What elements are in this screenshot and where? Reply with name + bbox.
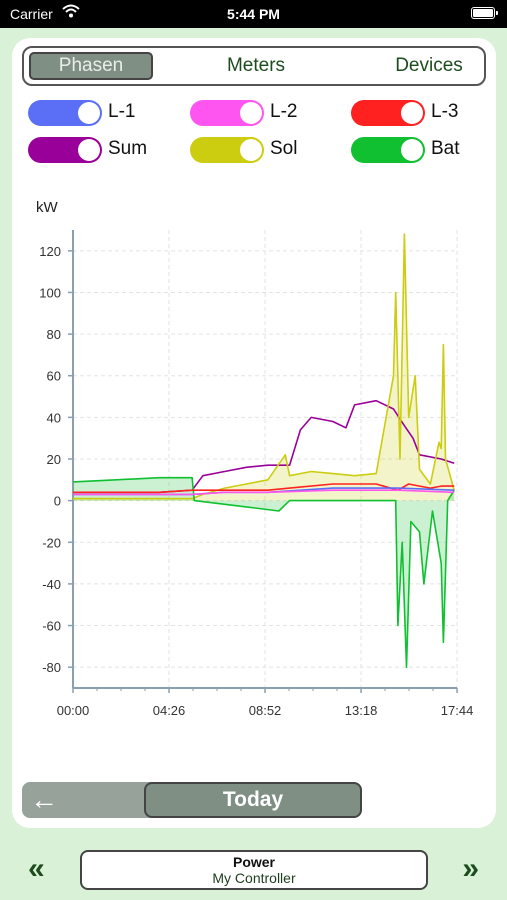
series-line-sol: [73, 233, 455, 500]
series-line-sum: [73, 399, 455, 494]
y-unit-label: kW: [36, 199, 59, 216]
x-tick-label: 13:18: [345, 703, 378, 718]
x-tick-label: 17:44: [441, 703, 474, 718]
toggle-label-sol: Sol: [270, 138, 298, 159]
previous-day-button[interactable]: ←: [22, 782, 152, 818]
main-card: [12, 38, 496, 828]
series-line-l-3: [73, 483, 455, 494]
toggle-knob: [78, 102, 100, 124]
today-button[interactable]: Today: [144, 782, 362, 818]
y-tick-label: 120: [39, 244, 61, 259]
status-bar: Carrier 5:44 PM: [0, 0, 507, 28]
y-tick-label: 100: [39, 285, 61, 300]
y-tick-label: -80: [42, 660, 61, 675]
tab-devices[interactable]: Devices: [395, 55, 463, 76]
battery-icon: [471, 7, 498, 19]
x-tick-label: 08:52: [249, 703, 282, 718]
toggle-label-l2: L-2: [270, 101, 298, 122]
toggle-switch-sum[interactable]: [28, 137, 102, 163]
toggle-label-sum: Sum: [108, 138, 148, 159]
tab-meters[interactable]: Meters: [226, 55, 286, 76]
y-tick-label: 40: [47, 410, 61, 425]
controller-selector[interactable]: Power My Controller: [80, 850, 428, 890]
previous-controller-icon[interactable]: «: [28, 852, 45, 885]
y-tick-label: -40: [42, 577, 61, 592]
power-chart[interactable]: kW 120 100 80 60 40 20 0 -20 -40 -60 -80 00:00 04:26 0…: [0, 190, 507, 730]
tab-phasen[interactable]: Phasen: [29, 52, 153, 80]
series-area-bat: [73, 477, 455, 668]
series-line-bat: [72, 476, 455, 669]
toggle-knob: [401, 139, 423, 161]
toggle-switch-l1[interactable]: [28, 100, 102, 126]
y-tick-label: -60: [42, 619, 61, 634]
next-controller-icon[interactable]: »: [462, 852, 479, 885]
controller-name: My Controller: [212, 870, 296, 886]
series-line-l-2: [73, 489, 455, 496]
y-tick-label: 60: [47, 369, 61, 384]
x-tick-label: 00:00: [57, 703, 90, 718]
date-navigation: ← Today: [22, 782, 364, 818]
toggle-switch-sol[interactable]: [190, 137, 264, 163]
y-tick-label: 0: [54, 494, 61, 509]
carrier-name: Carrier: [10, 6, 53, 22]
toggle-label-l1: L-1: [108, 101, 136, 122]
toggle-switch-bat[interactable]: [351, 137, 425, 163]
toggle-label-bat: Bat: [431, 138, 460, 159]
bottom-bar: « Power My Controller »: [0, 840, 507, 900]
toggle-switch-l3[interactable]: [351, 100, 425, 126]
toggle-label-l3: L-3: [431, 101, 459, 122]
status-time: 5:44 PM: [227, 6, 280, 22]
wifi-icon: [62, 4, 80, 21]
toggle-knob: [240, 139, 262, 161]
y-tick-label: 80: [47, 327, 61, 342]
toggle-knob: [401, 102, 423, 124]
power-chart-svg: kW 120 100 80 60 40 20 0 -20 -40 -60 -80 00:00 04:26 0…: [36, 199, 474, 718]
toggle-knob: [240, 102, 262, 124]
back-arrow-icon: ←: [30, 784, 58, 815]
toggle-knob: [78, 139, 100, 161]
controller-title: Power: [232, 854, 275, 870]
toggle-switch-l2[interactable]: [190, 100, 264, 126]
x-tick-label: 04:26: [153, 703, 186, 718]
view-segmented-control: Phasen Meters Devices: [22, 46, 486, 86]
series-area-sol: [73, 234, 455, 501]
y-tick-label: 20: [47, 452, 61, 467]
y-tick-label: -20: [42, 535, 61, 550]
